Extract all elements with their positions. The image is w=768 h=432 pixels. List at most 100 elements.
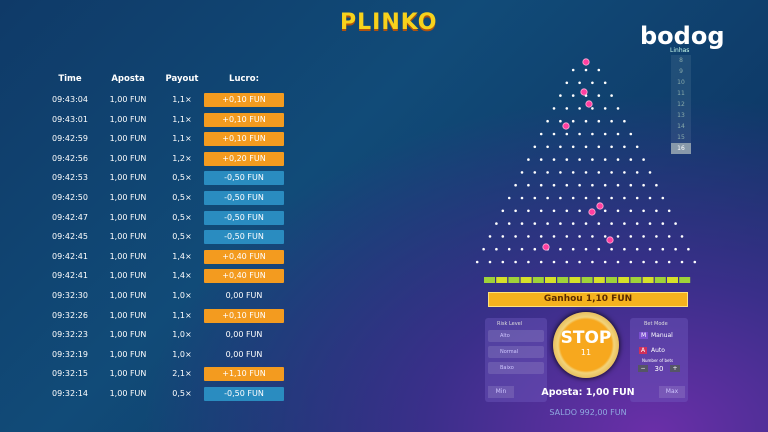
table-cell: 1,00 FUN — [109, 114, 147, 124]
peg — [603, 132, 607, 136]
peg — [629, 260, 633, 264]
peg — [514, 235, 517, 238]
peg — [623, 119, 626, 123]
peg — [616, 235, 620, 238]
profit-cell: +0,40 FUN — [204, 269, 284, 284]
table-cell: 1,0× — [172, 349, 192, 359]
lines-option: 11 — [671, 88, 691, 99]
peg — [661, 247, 665, 251]
table-cell: 09:32:14 — [52, 389, 88, 398]
slot — [593, 277, 605, 283]
peg — [667, 260, 671, 264]
peg — [629, 235, 633, 238]
peg — [591, 107, 594, 110]
table-cell: 1,00 FUN — [109, 330, 147, 340]
peg — [610, 222, 613, 225]
peg — [597, 119, 601, 123]
slot — [484, 277, 495, 283]
peg — [565, 132, 569, 136]
risk-option[interactable]: Alto — [488, 330, 544, 342]
peg — [635, 171, 639, 174]
table-cell: 09:42:41 — [52, 251, 88, 261]
table-cell: 09:42:59 — [52, 134, 88, 144]
peg — [584, 171, 588, 174]
peg — [546, 196, 549, 200]
profit-cell: +0,40 FUN — [204, 249, 284, 264]
peg — [475, 260, 479, 264]
peg — [610, 171, 613, 174]
peg — [552, 158, 556, 161]
peg — [571, 145, 575, 149]
peg — [559, 119, 562, 123]
mode-option[interactable]: Auto — [651, 347, 665, 354]
peg — [629, 132, 633, 136]
peg — [552, 107, 556, 110]
peg — [578, 235, 581, 238]
plus-button[interactable]: + — [670, 365, 680, 372]
minus-button[interactable]: − — [638, 365, 648, 372]
peg — [674, 247, 677, 251]
peg — [571, 196, 575, 200]
peg — [539, 183, 543, 187]
column-header: Lucro: — [229, 74, 259, 84]
peg — [578, 158, 581, 161]
peg — [642, 235, 645, 238]
peg — [616, 183, 620, 187]
peg — [674, 222, 677, 225]
table-cell: 09:43:01 — [52, 114, 88, 124]
peg — [565, 158, 569, 161]
profit-cell: -0,50 FUN — [204, 387, 284, 401]
column-header: Time — [58, 74, 82, 84]
min-button[interactable]: Min — [488, 386, 514, 398]
peg — [635, 247, 639, 251]
peg — [623, 196, 626, 200]
lines-option: 13 — [671, 110, 691, 121]
peg — [648, 171, 652, 174]
profit-cell: -0,50 FUN — [204, 191, 284, 205]
peg — [661, 222, 665, 225]
peg — [610, 145, 613, 149]
peg — [527, 158, 530, 161]
profit-cell: +1,10 FUN — [204, 367, 284, 382]
slot — [667, 277, 678, 283]
stop-button[interactable]: STOP 11 — [553, 312, 619, 378]
peg — [687, 247, 690, 251]
table-cell: 1,1× — [172, 310, 192, 320]
peg — [591, 183, 594, 187]
max-button[interactable]: Max — [659, 386, 685, 398]
profit-cell: 0,00 FUN — [225, 330, 263, 340]
peg — [667, 209, 671, 213]
profit-cell: +0,10 FUN — [204, 112, 284, 127]
risk-option[interactable]: Baixo — [488, 362, 544, 374]
peg — [501, 235, 505, 238]
mode-icon: M — [639, 332, 649, 339]
peg — [584, 145, 588, 149]
peg — [559, 196, 562, 200]
peg — [584, 119, 588, 123]
mode-option[interactable]: Manual — [651, 332, 673, 339]
peg — [539, 260, 543, 264]
peg — [546, 222, 549, 225]
peg — [495, 222, 498, 225]
ball — [585, 100, 593, 108]
ball — [582, 58, 590, 66]
peg — [565, 183, 569, 187]
table-cell: 1,00 FUN — [109, 369, 147, 379]
peg — [603, 209, 607, 213]
risk-option[interactable]: Normal — [488, 346, 544, 358]
peg — [629, 158, 633, 161]
table-cell: 1,00 FUN — [109, 134, 147, 144]
ball — [542, 243, 550, 251]
peg — [501, 209, 505, 213]
peg — [565, 235, 569, 238]
peg — [520, 222, 524, 225]
peg — [616, 132, 620, 136]
slot — [508, 277, 520, 283]
peg — [559, 247, 562, 251]
table-cell: 0,5× — [172, 389, 192, 398]
peg — [533, 196, 537, 200]
peg — [623, 222, 626, 225]
peg — [552, 260, 556, 264]
peg — [571, 68, 575, 72]
